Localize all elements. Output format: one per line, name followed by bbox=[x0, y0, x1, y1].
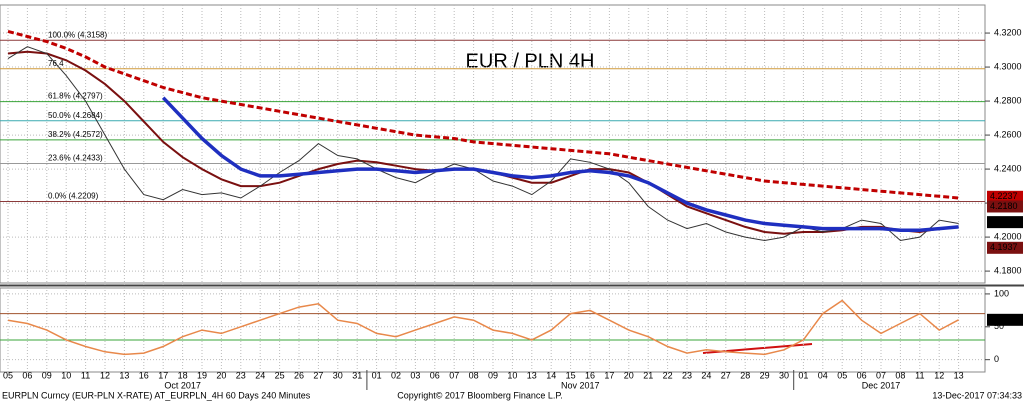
x-tick-label: 11 bbox=[915, 370, 924, 380]
x-tick-label: 07 bbox=[449, 370, 459, 380]
x-tick-label: 09 bbox=[488, 370, 498, 380]
footer-right: 13-Dec-2017 07:34:33 bbox=[932, 390, 1022, 400]
price-label-box bbox=[987, 313, 1023, 326]
x-tick-label: 23 bbox=[682, 370, 692, 380]
x-tick-label: 06 bbox=[22, 370, 32, 380]
price-label-box bbox=[987, 190, 1023, 203]
x-tick-label: 29 bbox=[760, 370, 770, 380]
series-line bbox=[7, 299, 959, 356]
x-tick-label: 15 bbox=[566, 370, 576, 380]
series-line bbox=[7, 29, 959, 200]
x-tick-label: 20 bbox=[216, 370, 226, 380]
level-label: 100.0% (4.3158) bbox=[48, 30, 107, 39]
x-tick-label: 17 bbox=[158, 370, 168, 380]
level-label: 38.2% (4.2572) bbox=[48, 130, 103, 139]
y-tick-label: 4.2000 bbox=[994, 231, 1022, 241]
y-tick-label: 4.3000 bbox=[994, 61, 1022, 71]
x-tick-label: 23 bbox=[236, 370, 246, 380]
x-tick-label: 06 bbox=[430, 370, 440, 380]
x-tick-label: 01 bbox=[372, 370, 382, 380]
x-tick-label: 16 bbox=[139, 370, 149, 380]
price-label-box bbox=[987, 216, 1023, 229]
x-tick-label: 17 bbox=[604, 370, 614, 380]
x-tick-label: 30 bbox=[333, 370, 343, 380]
price-label-box bbox=[987, 241, 1023, 254]
price-label: 4.2237 bbox=[990, 191, 1018, 201]
x-tick-label: 27 bbox=[313, 370, 323, 380]
x-tick-label: 31 bbox=[352, 370, 362, 380]
x-tick-label: 25 bbox=[275, 370, 285, 380]
price-label: 4.2088 bbox=[990, 217, 1018, 227]
x-tick-label: 18 bbox=[178, 370, 188, 380]
footer-center: Copyright© 2017 Bloomberg Finance L.P. bbox=[397, 390, 563, 400]
x-tick-label: 22 bbox=[663, 370, 673, 380]
x-tick-label: 21 bbox=[643, 370, 653, 380]
y-tick-label: 0 bbox=[994, 354, 999, 364]
x-tick-label: 02 bbox=[391, 370, 401, 380]
x-tick-label: 11 bbox=[81, 370, 90, 380]
x-tick-label: 28 bbox=[740, 370, 750, 380]
x-tick-label: 08 bbox=[469, 370, 479, 380]
level-label: 0.0% (4.2209) bbox=[48, 192, 99, 201]
x-tick-label: 06 bbox=[857, 370, 867, 380]
y-tick-label: 50 bbox=[994, 321, 1004, 331]
x-tick-label: 07 bbox=[876, 370, 886, 380]
level-label: 61.8% (4.2797) bbox=[48, 92, 103, 101]
x-tick-label: 19 bbox=[197, 370, 207, 380]
y-tick-label: 100 bbox=[994, 288, 1009, 298]
x-tick-label: 12 bbox=[100, 370, 110, 380]
x-tick-label: 24 bbox=[255, 370, 265, 380]
x-tick-label: 13 bbox=[954, 370, 964, 380]
price-label: 60.6072 bbox=[990, 314, 1023, 324]
x-tick-label: 10 bbox=[61, 370, 71, 380]
x-tick-label: 14 bbox=[546, 370, 556, 380]
x-tick-label: 24 bbox=[701, 370, 711, 380]
price-label: 4.2180 bbox=[990, 201, 1018, 211]
x-tick-label: 05 bbox=[3, 370, 13, 380]
x-tick-label: 27 bbox=[721, 370, 731, 380]
x-tick-label: 05 bbox=[837, 370, 847, 380]
y-tick-label: 4.1800 bbox=[994, 265, 1022, 275]
month-label: Nov 2017 bbox=[561, 380, 600, 390]
month-label: Oct 2017 bbox=[164, 380, 201, 390]
x-tick-label: 08 bbox=[895, 370, 905, 380]
y-tick-label: 4.3200 bbox=[994, 27, 1022, 37]
series-line bbox=[7, 46, 959, 242]
x-tick-label: 12 bbox=[934, 370, 944, 380]
x-tick-label: 16 bbox=[585, 370, 595, 380]
x-tick-label: 01 bbox=[798, 370, 808, 380]
footer-left: EURPLN Curncy (EUR-PLN X-RATE) AT_EURPLN… bbox=[2, 390, 311, 400]
level-label: 23.6% (4.2433) bbox=[48, 154, 103, 163]
x-tick-label: 04 bbox=[818, 370, 828, 380]
x-tick-label: 03 bbox=[410, 370, 420, 380]
level-label: 50.0% (4.2684) bbox=[48, 111, 103, 120]
x-tick-label: 26 bbox=[294, 370, 304, 380]
x-tick-label: 10 bbox=[507, 370, 517, 380]
price-label-box bbox=[987, 200, 1023, 213]
chart-title: EUR / PLN 4H bbox=[466, 50, 595, 72]
month-label: Dec 2017 bbox=[862, 380, 901, 390]
y-tick-label: 4.2600 bbox=[994, 129, 1022, 139]
x-tick-label: 30 bbox=[779, 370, 789, 380]
series-line bbox=[161, 96, 959, 233]
x-tick-label: 09 bbox=[42, 370, 52, 380]
y-tick-label: 4.2800 bbox=[994, 95, 1022, 105]
price-label: 4.1937 bbox=[990, 242, 1018, 252]
x-tick-label: 13 bbox=[527, 370, 537, 380]
x-tick-label: 20 bbox=[624, 370, 634, 380]
x-tick-label: 13 bbox=[119, 370, 129, 380]
y-tick-label: 4.2400 bbox=[994, 163, 1022, 173]
